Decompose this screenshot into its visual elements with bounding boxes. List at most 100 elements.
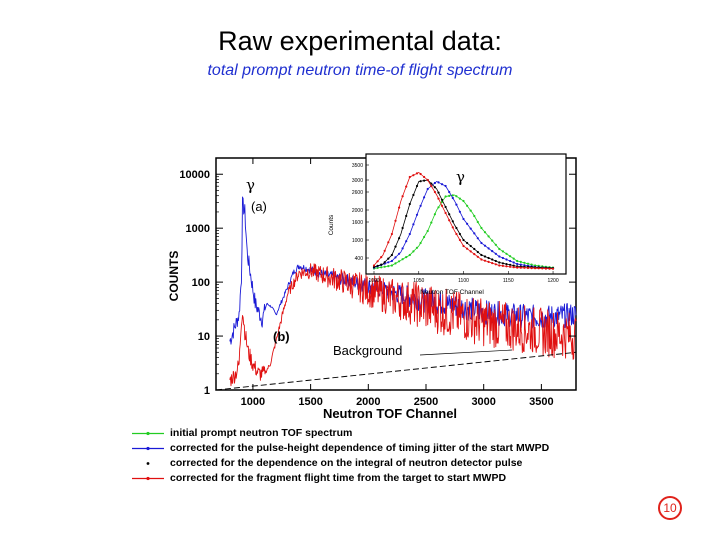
inset-series-point-2 <box>509 263 512 266</box>
main-ytick-label: 10000 <box>179 169 210 181</box>
inset-series-point-3 <box>430 184 433 188</box>
inset-series-point-1 <box>412 223 415 226</box>
inset-series-point-3 <box>505 265 508 268</box>
legend-swatch <box>132 446 164 451</box>
inset-series-point-1 <box>480 241 483 245</box>
inset-series-point-1 <box>519 263 522 266</box>
inset-series-point-0 <box>509 255 512 258</box>
inset-series-point-1 <box>498 255 501 258</box>
inset-series-point-2 <box>469 244 472 248</box>
inset-series-point-1 <box>451 196 454 200</box>
inset-series-point-3 <box>483 259 487 262</box>
background-line <box>215 351 577 391</box>
inset-series-point-2 <box>380 263 383 266</box>
inset-series-point-3 <box>390 232 393 236</box>
main-ytick-label: 100 <box>192 277 210 289</box>
inset-series-point-0 <box>476 220 479 224</box>
inset-series-point-3 <box>451 226 454 229</box>
inset-series-point-2 <box>390 253 393 257</box>
legend-label: corrected for the pulse-height dependenc… <box>170 442 550 454</box>
inset-series-point-2 <box>423 179 426 182</box>
inset-series-point-3 <box>398 206 401 209</box>
inset-series-point-0 <box>448 194 451 197</box>
inset-xtick-label: 1150 <box>503 278 514 284</box>
inset-xtick-label: 1200 <box>547 278 558 284</box>
inset-series-point-1 <box>440 183 444 186</box>
inset-series-point-3 <box>412 174 415 177</box>
inset-series-point-2 <box>401 226 404 230</box>
inset-ytick-label: 2600 <box>352 190 363 196</box>
inset-series-point-3 <box>519 266 522 269</box>
annotation-b: (b) <box>273 329 290 344</box>
inset-series-point-1 <box>415 213 419 216</box>
slide-subtitle: total prompt neutron time-of flight spec… <box>207 62 513 79</box>
inset-series-point-3 <box>498 264 501 267</box>
inset-series-point-1 <box>494 252 497 255</box>
inset-series-point-3 <box>509 265 512 268</box>
inset-series-point-1 <box>523 264 526 267</box>
inset-xtick-label: 1050 <box>413 278 424 284</box>
inset-series-point-1 <box>390 259 393 263</box>
main-xtick-label: 1500 <box>298 396 322 408</box>
inset-xtick-label: 1100 <box>458 278 469 284</box>
inset-series-point-3 <box>448 219 451 222</box>
inset-series-point-2 <box>505 263 508 266</box>
inset-series-point-3 <box>516 266 519 269</box>
inset-series-point-1 <box>476 237 479 240</box>
legend-label: corrected for the fragment flight time f… <box>170 472 507 484</box>
legend-marker <box>146 462 150 465</box>
inset-series-point-3 <box>473 253 476 256</box>
inset-series-point-3 <box>405 185 408 188</box>
inset-series-point-1 <box>491 250 494 253</box>
inset-series-point-0 <box>383 265 386 268</box>
inset-series-point-1 <box>505 258 508 261</box>
inset-series-point-0 <box>491 239 494 242</box>
main-ytick-label: 10 <box>198 331 210 343</box>
inset-series-point-0 <box>394 262 397 265</box>
inset-series-point-0 <box>498 247 501 251</box>
inset-series-point-3 <box>512 266 515 269</box>
inset-series-point-0 <box>505 252 508 255</box>
background-pointer <box>419 349 513 356</box>
inset-series-point-3 <box>469 250 472 253</box>
legend-label: corrected for the dependence on the inte… <box>170 457 523 469</box>
inset-series-point-0 <box>466 204 469 207</box>
inset-series-point-3 <box>476 255 479 258</box>
inset-series-point-0 <box>405 256 408 259</box>
legend-swatch <box>132 476 164 481</box>
annotation-a: (a) <box>251 199 267 214</box>
inset-series-point-2 <box>491 258 494 261</box>
inset-series-point-3 <box>387 241 390 244</box>
main-xlabel: Neutron TOF Channel <box>323 406 457 421</box>
inset-ytick-label: 1600 <box>352 220 363 226</box>
inset-series-point-0 <box>401 258 404 261</box>
inset-series-point-1 <box>408 232 411 236</box>
inset-series-point-3 <box>494 263 497 266</box>
inset-series-point-2 <box>455 226 458 230</box>
inset-series-point-3 <box>437 197 440 200</box>
inset-series-point-2 <box>415 184 419 188</box>
inset-series-point-2 <box>494 259 497 263</box>
inset-ytick-label: 1000 <box>352 238 363 244</box>
legend-marker <box>146 476 150 481</box>
inset-series-point-1 <box>487 247 490 250</box>
inset-series-point-3 <box>551 267 555 270</box>
gamma-label-main: γ <box>246 176 255 194</box>
inset-series-point-2 <box>398 237 401 240</box>
inset-series-point-3 <box>394 219 397 222</box>
inset-series-point-0 <box>516 259 519 263</box>
inset-series-point-1 <box>512 261 515 264</box>
inset-series-point-2 <box>405 214 408 218</box>
main-ylabel: COUNTS <box>167 251 181 302</box>
inset-ytick-label: 3000 <box>352 178 363 184</box>
inset-series-point-3 <box>466 247 469 250</box>
inset-series-point-3 <box>530 267 533 270</box>
inset-series-point-0 <box>455 195 458 198</box>
inset-series-point-3 <box>501 264 504 267</box>
inset-series-point-1 <box>466 222 469 225</box>
inset-series-point-1 <box>483 244 487 247</box>
inset-series-point-1 <box>501 256 504 260</box>
inset-series-point-2 <box>444 205 447 209</box>
inset-series-point-3 <box>491 262 494 265</box>
inset-ytick-label: 2000 <box>352 208 363 214</box>
